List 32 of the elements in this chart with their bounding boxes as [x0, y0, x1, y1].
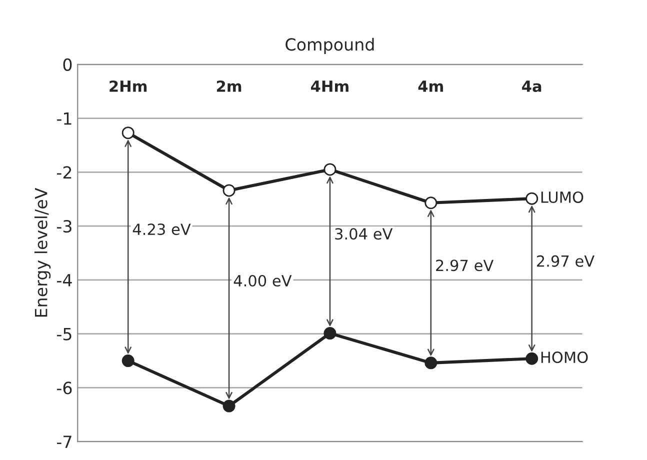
annotation: 4.23 eV [132, 224, 191, 236]
y-tick-label: -1 [56, 112, 72, 125]
y-tick-label: -3 [56, 220, 72, 233]
annotation: 2.97 eV [536, 255, 594, 267]
x-tick-label: 4a [522, 80, 542, 92]
point [424, 356, 438, 370]
y-tick-label: 0 [63, 58, 72, 71]
series-label: HOMO [541, 351, 588, 364]
point [324, 163, 336, 176]
annotation: 3.04 eV [335, 228, 393, 240]
y-tick-label: -2 [56, 166, 72, 179]
x-tick-label: 2Hm [110, 80, 147, 92]
point [324, 327, 336, 340]
y-tick-label: -4 [56, 274, 72, 286]
y-axis-title: Energy level/eV [34, 188, 51, 317]
point [526, 352, 538, 365]
x-tick-label: 2m [216, 80, 242, 92]
x-axis-title: Compound [286, 38, 374, 54]
point [122, 354, 134, 368]
x-tick-label: 4m [418, 80, 443, 92]
annotation: 2.97 eV [436, 260, 494, 272]
x-tick-label: 4Hm [310, 80, 348, 92]
y-tick-label: -6 [56, 382, 72, 394]
series-label: LUMO [541, 191, 584, 204]
point [222, 400, 236, 412]
y-tick-label: -7 [56, 436, 72, 448]
point [122, 126, 134, 140]
annotation: 4.00 eV [234, 274, 292, 287]
point [222, 184, 236, 197]
y-tick-label: -5 [56, 328, 72, 340]
point [424, 196, 438, 210]
point [526, 192, 538, 205]
